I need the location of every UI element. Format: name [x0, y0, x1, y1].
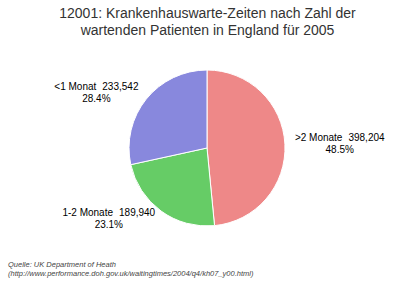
annotation-line: (http://www.performance.doh.gov.uk/waiti…: [8, 269, 254, 278]
slice: [207, 70, 285, 226]
value-label-line: 233,542: [102, 81, 139, 92]
title-line: 12001: Krankenhauswarte-Zeiten nach Zahl…: [59, 5, 356, 21]
slice-label: <1 Monat233,54228.4%: [54, 81, 139, 104]
value-label: 233,54228.4%: [82, 81, 139, 104]
value-label-line: 398,204: [348, 132, 385, 143]
chart: 12001: Krankenhauswarte-Zeiten nach Zahl…: [0, 0, 415, 282]
slice-label: 1-2 Monate189,94023.1%: [62, 207, 155, 230]
pie: [129, 70, 285, 226]
value-label-line: 23.1%: [95, 219, 123, 230]
category-label: 1-2 Monate: [62, 207, 113, 218]
slice-label: >2 Monate398,20448.5%: [295, 132, 385, 155]
annotation-line: Quelle: UK Department of Heath: [8, 260, 116, 269]
value-label-line: 28.4%: [82, 93, 110, 104]
category-label: >2 Monate: [295, 132, 343, 143]
annotation: Quelle: UK Department of Heath(http://ww…: [8, 260, 254, 278]
value-label-line: 48.5%: [326, 144, 354, 155]
title-line: wartenden Patienten in England für 2005: [80, 22, 335, 38]
value-label: 398,20448.5%: [326, 132, 385, 155]
value-label: 189,94023.1%: [95, 207, 156, 230]
category-label: <1 Monat: [54, 81, 96, 92]
slice: [129, 70, 207, 165]
value-label-line: 189,940: [119, 207, 156, 218]
title: 12001: Krankenhauswarte-Zeiten nach Zahl…: [59, 5, 356, 38]
labels: >2 Monate398,20448.5%1-2 Monate189,94023…: [54, 81, 385, 230]
